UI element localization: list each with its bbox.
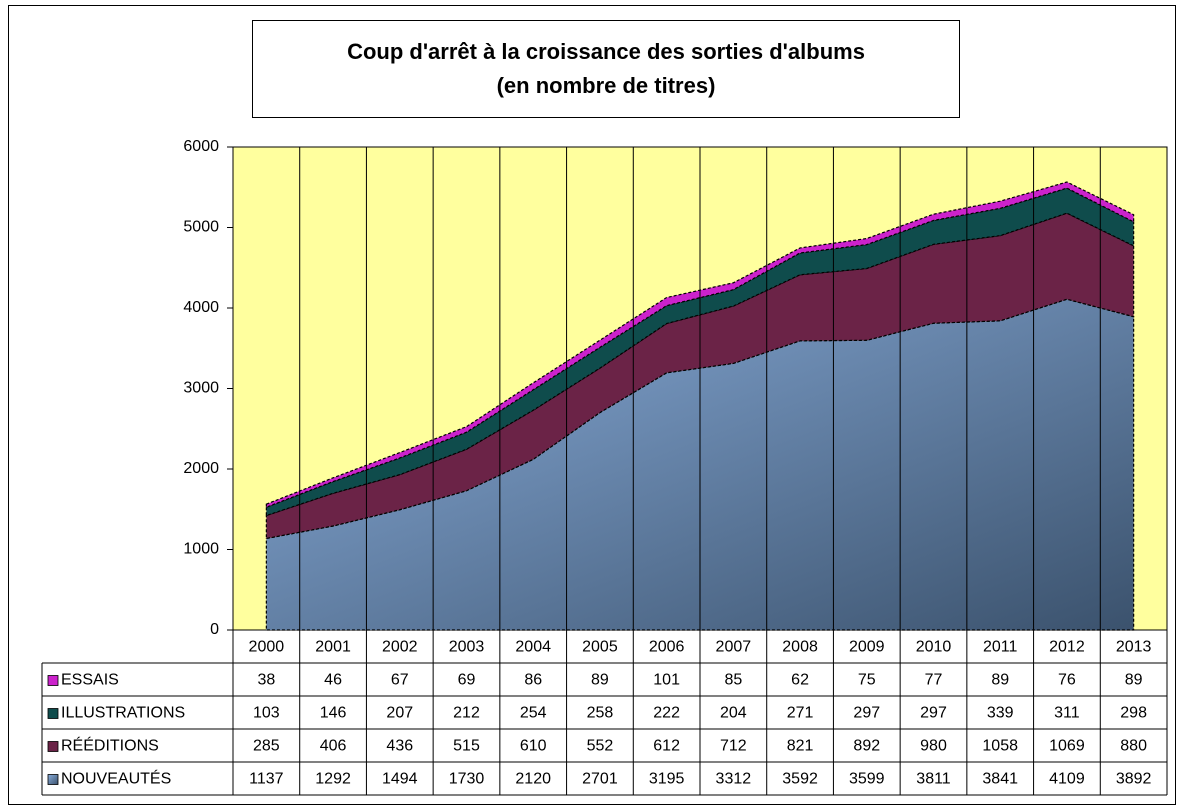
table-value: 880 [1120,738,1147,755]
table-value: 38 [257,672,275,689]
table-value: 1058 [982,738,1018,755]
table-value: 212 [453,705,480,722]
y-tick-label: 1000 [183,541,219,558]
table-value: 3599 [849,771,885,788]
table-value: 552 [587,738,614,755]
y-tick-label: 3000 [183,380,219,397]
x-tick-label: 2010 [916,639,952,656]
x-tick-label: 2006 [649,639,685,656]
x-tick-label: 2011 [983,639,1018,656]
x-tick-label: 2000 [249,639,285,656]
table-value: 1494 [382,771,418,788]
table-value: 3841 [982,771,1018,788]
table-value: 297 [853,705,880,722]
table-value: 980 [920,738,947,755]
table-value: 85 [724,672,742,689]
table-value: 89 [991,672,1009,689]
table-value: 271 [787,705,814,722]
table-value: 101 [653,672,680,689]
legend-key [47,708,59,719]
table-value: 75 [858,672,876,689]
y-tick-label: 4000 [183,299,219,316]
x-tick-label: 2002 [382,639,418,656]
title-box [252,20,960,118]
table-value: 146 [320,705,347,722]
x-tick-label: 2003 [449,639,485,656]
table-value: 2120 [515,771,551,788]
legend-label: NOUVEAUTÉS [61,769,171,788]
legend-key [47,741,59,752]
table-value: 3892 [1116,771,1152,788]
table-value: 515 [453,738,480,755]
legend-label: RÉÉDITIONS [61,736,159,755]
legend-label: ILLUSTRATIONS [61,705,185,722]
table-value: 76 [1058,672,1076,689]
table-value: 1137 [249,771,284,788]
legend-key [47,675,59,686]
table-value: 89 [591,672,609,689]
table-value: 204 [720,705,747,722]
table-value: 406 [320,738,347,755]
legend-label: ESSAIS [61,672,119,689]
table-value: 86 [524,672,542,689]
x-tick-label: 2013 [1116,639,1152,656]
area [265,212,1135,540]
x-tick-label: 2001 [315,639,351,656]
table-value: 1292 [315,771,351,788]
table-value: 1069 [1049,738,1085,755]
table-value: 3195 [649,771,685,788]
area [265,181,1135,509]
table-value: 612 [653,738,680,755]
table-value: 62 [791,672,809,689]
table-value: 339 [987,705,1014,722]
x-tick-label: 2005 [582,639,618,656]
table-value: 67 [391,672,409,689]
table-value: 69 [458,672,476,689]
table-value: 46 [324,672,342,689]
table-value: 77 [925,672,943,689]
table-value: 311 [1054,705,1080,722]
table-value: 821 [787,738,814,755]
table-value: 4109 [1049,771,1085,788]
table-value: 103 [253,705,280,722]
table-value: 89 [1125,672,1143,689]
area [265,187,1135,517]
table-value: 3592 [782,771,818,788]
x-tick-label: 2012 [1049,639,1085,656]
table-value: 254 [520,705,547,722]
table-value: 298 [1120,705,1147,722]
y-tick-label: 0 [210,621,219,638]
y-tick-label: 6000 [183,138,219,155]
table-value: 3312 [716,771,752,788]
table-value: 892 [853,738,880,755]
table-value: 222 [653,705,680,722]
x-tick-label: 2009 [849,639,885,656]
table-value: 1730 [449,771,485,788]
x-tick-label: 2004 [515,639,551,656]
table-value: 712 [720,738,747,755]
legend-key [47,774,59,785]
y-tick-label: 5000 [183,219,219,236]
y-tick-label: 2000 [183,460,219,477]
table-value: 285 [253,738,280,755]
x-tick-label: 2008 [782,639,818,656]
table-value: 207 [386,705,413,722]
table-value: 610 [520,738,547,755]
table-value: 258 [587,705,614,722]
chart-title: Coup d'arrêt à la croissance des sorties… [347,39,865,64]
table-value: 2701 [582,771,618,788]
table-value: 436 [386,738,413,755]
chart-subtitle: (en nombre de titres) [497,73,716,98]
table-value: 3811 [916,771,951,788]
x-tick-label: 2007 [716,639,752,656]
table-value: 297 [920,705,947,722]
